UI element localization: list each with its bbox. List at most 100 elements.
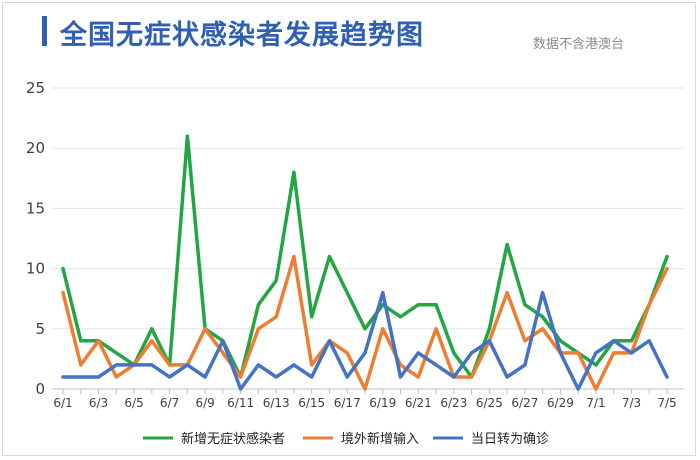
data-point: [239, 387, 243, 391]
data-point: [665, 375, 669, 379]
data-point: [665, 267, 669, 271]
data-point: [363, 327, 367, 331]
data-point: [167, 375, 172, 379]
data-point: [612, 351, 616, 355]
data-point: [363, 387, 367, 391]
data-point: [416, 351, 420, 355]
data-point: [61, 291, 65, 295]
y-tick-label: 0: [35, 380, 45, 398]
data-point: [487, 339, 491, 343]
x-tick-label: 6/7: [160, 396, 179, 410]
chart-frame: [2, 2, 696, 456]
data-point: [150, 327, 154, 331]
x-tick-label: 7/5: [657, 396, 676, 410]
data-point: [541, 315, 545, 319]
data-point: [505, 242, 509, 247]
data-point: [381, 291, 385, 295]
x-tick-label: 6/5: [124, 396, 143, 410]
data-point: [541, 291, 545, 295]
data-point: [523, 339, 527, 343]
data-point: [505, 291, 509, 295]
data-point: [576, 387, 580, 391]
data-point: [363, 351, 367, 355]
data-point: [469, 351, 474, 355]
legend-label: 当日转为确诊: [471, 432, 549, 447]
data-point: [239, 375, 243, 379]
x-tick-label: 7/3: [622, 396, 641, 410]
x-tick-label: 6/3: [89, 396, 108, 410]
data-point: [434, 327, 438, 331]
data-point: [398, 375, 403, 379]
data-point: [256, 363, 261, 367]
data-point: [292, 363, 296, 367]
data-point: [310, 315, 314, 319]
data-point: [221, 351, 225, 355]
data-point: [612, 339, 616, 343]
data-point: [541, 327, 545, 331]
data-point: [292, 170, 296, 174]
data-point: [523, 363, 527, 367]
data-point: [327, 254, 332, 259]
x-tick-label: 6/17: [334, 396, 361, 410]
data-point: [647, 303, 651, 307]
y-tick-label: 10: [26, 260, 45, 278]
data-point: [310, 375, 314, 379]
data-point: [345, 375, 349, 379]
data-point: [274, 375, 278, 379]
data-point: [185, 363, 189, 367]
legend-label: 新增无症状感染者: [181, 431, 285, 447]
x-tick-label: 6/29: [547, 396, 574, 410]
data-point: [79, 363, 83, 367]
x-tick-label: 7/1: [586, 396, 605, 410]
x-tick-label: 6/9: [195, 396, 214, 410]
data-point: [629, 339, 634, 343]
data-point: [274, 315, 278, 319]
data-point: [79, 375, 83, 379]
data-point: [434, 303, 438, 307]
source-note: 数据不含港澳台: [533, 37, 625, 52]
data-point: [594, 387, 598, 391]
data-point: [61, 375, 65, 379]
data-point: [647, 339, 651, 343]
data-point: [505, 375, 509, 379]
data-point: [381, 327, 385, 331]
data-point: [79, 339, 83, 343]
data-point: [594, 351, 598, 355]
title-accent-bar: [42, 16, 47, 46]
data-point: [61, 267, 65, 271]
y-tick-label: 20: [26, 139, 45, 157]
x-tick-label: 6/11: [227, 396, 254, 410]
data-point: [274, 279, 278, 283]
x-tick-label: 6/19: [369, 396, 396, 410]
data-point: [203, 375, 207, 379]
data-point: [292, 254, 296, 259]
data-point: [256, 303, 261, 307]
data-point: [345, 351, 349, 355]
y-tick-label: 25: [26, 79, 45, 97]
data-point: [114, 363, 118, 367]
data-point: [558, 351, 563, 355]
data-point: [185, 134, 189, 138]
data-point: [665, 254, 669, 259]
data-point: [132, 363, 136, 367]
data-point: [310, 363, 314, 367]
data-point: [114, 375, 118, 379]
data-point: [434, 363, 438, 367]
data-point: [452, 351, 456, 355]
series-line-2: [61, 254, 669, 391]
data-point: [256, 327, 261, 331]
y-tick-label: 15: [26, 199, 45, 217]
x-tick-label: 6/21: [405, 396, 432, 410]
data-point: [398, 315, 403, 319]
x-tick-label: 6/13: [263, 396, 290, 410]
data-point: [203, 327, 207, 331]
data-point: [167, 363, 172, 367]
legend-label: 境外新增输入: [341, 431, 419, 447]
data-point: [221, 339, 225, 343]
data-point: [629, 351, 634, 355]
x-tick-label: 6/27: [511, 396, 538, 410]
data-point: [416, 375, 420, 379]
x-tick-label: 6/15: [298, 396, 325, 410]
x-tick-label: 6/1: [53, 396, 72, 410]
